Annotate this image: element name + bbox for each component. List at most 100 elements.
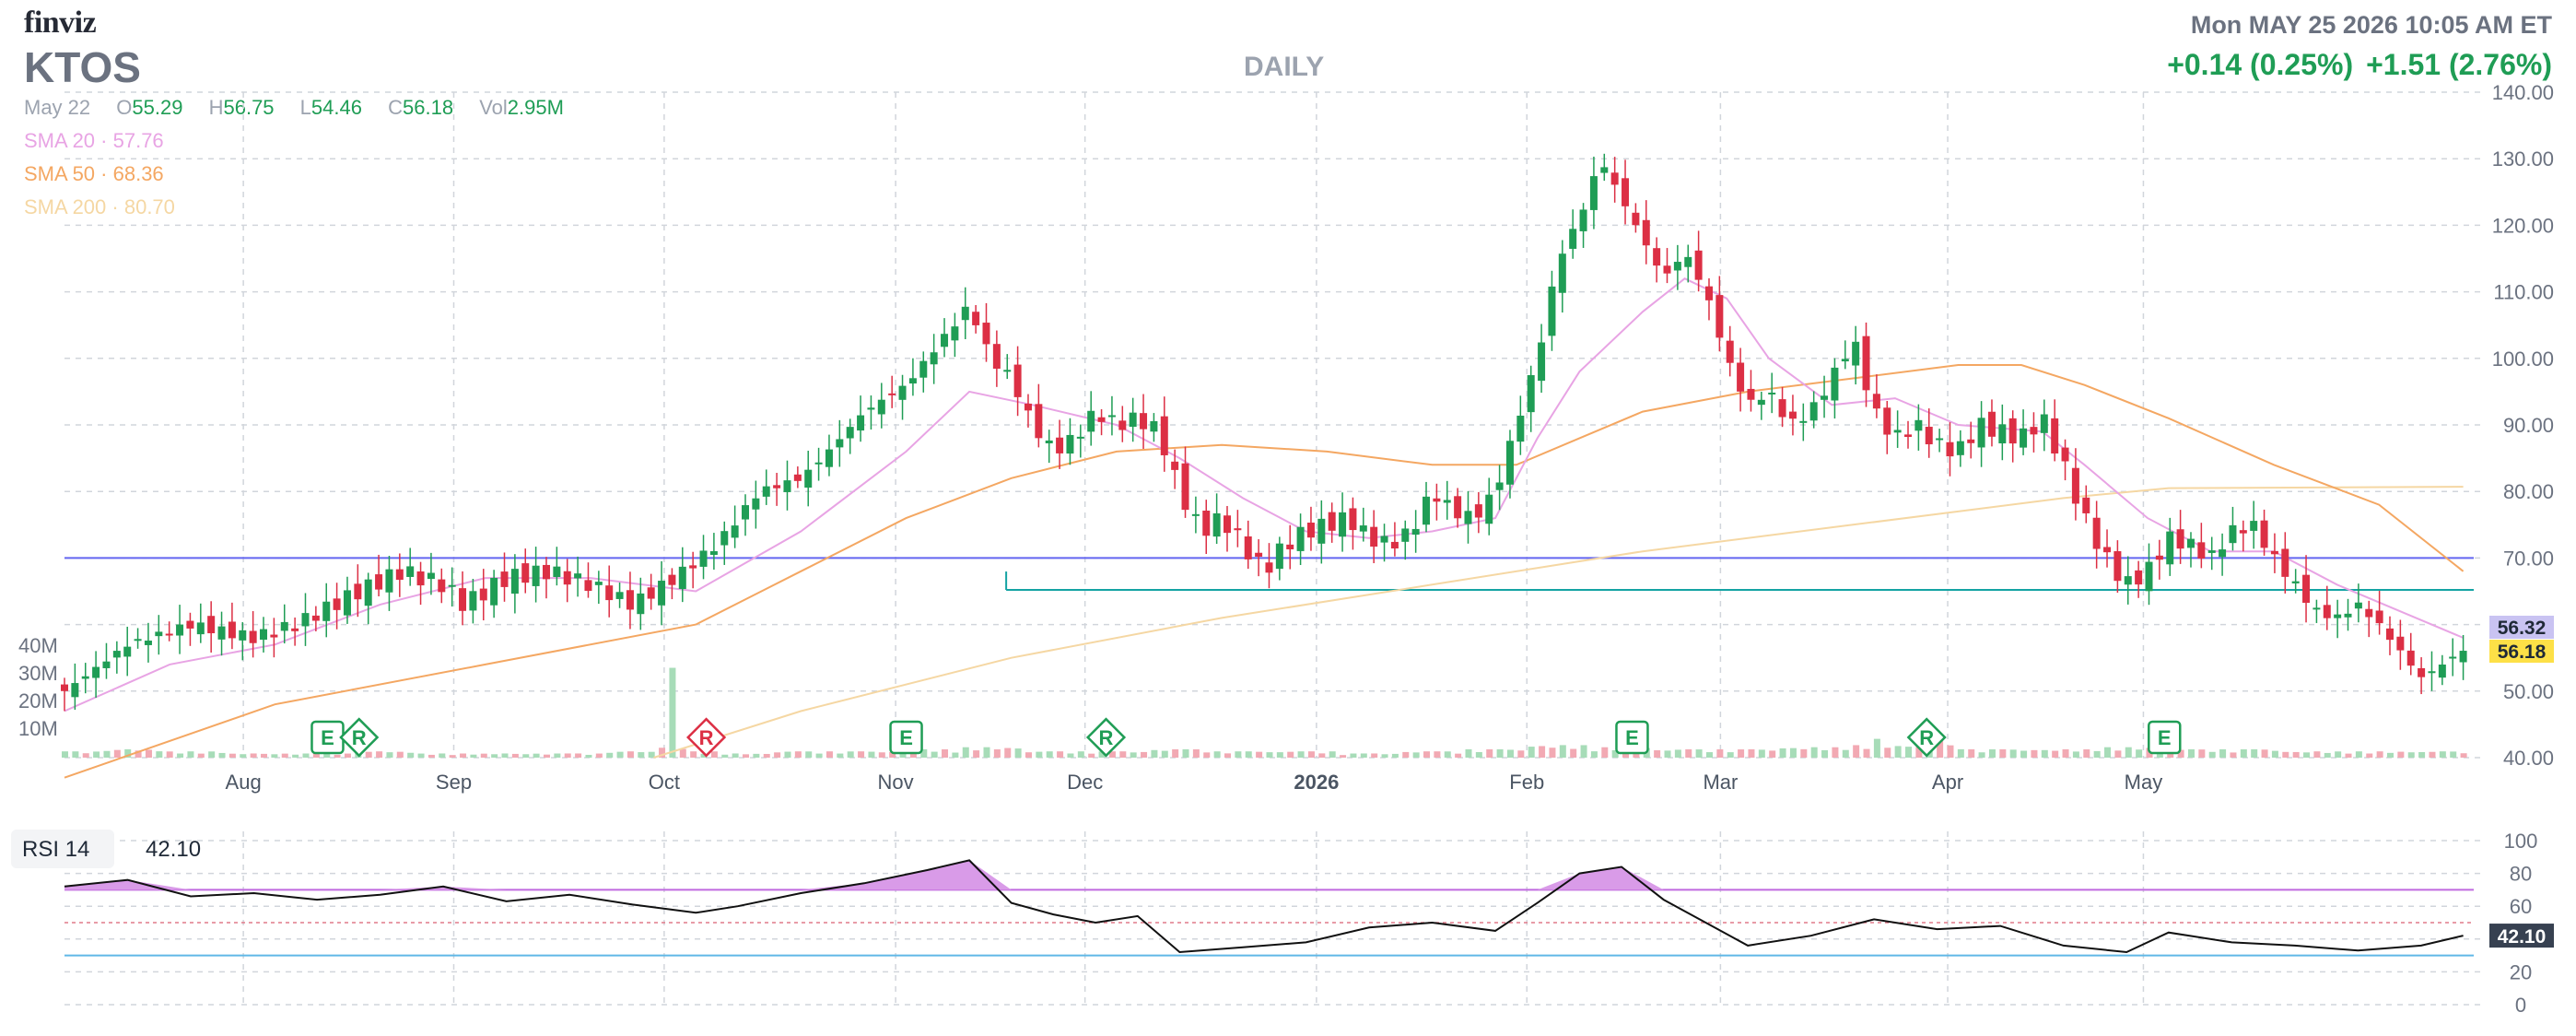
volume-bar bbox=[1172, 748, 1179, 758]
candle-up bbox=[1359, 525, 1367, 532]
volume-bar bbox=[1800, 748, 1808, 758]
candle-down bbox=[1328, 512, 1336, 531]
candle-up bbox=[1003, 370, 1012, 372]
volume-bar bbox=[815, 753, 823, 758]
volume-bar bbox=[344, 753, 351, 758]
volume-bar bbox=[626, 751, 634, 758]
volume-bar bbox=[2062, 748, 2069, 758]
x-tick-label: Oct bbox=[649, 771, 680, 794]
candle-up bbox=[1893, 430, 1902, 433]
sma20-legend[interactable]: SMA 20 · 57.76 bbox=[24, 129, 164, 152]
volume-bar bbox=[2240, 748, 2247, 758]
volume-bar bbox=[1748, 748, 1755, 758]
candle-down bbox=[1987, 411, 1996, 437]
volume-bar bbox=[700, 753, 708, 758]
candle-up bbox=[2291, 581, 2300, 583]
price-tick-label: 120.00 bbox=[2492, 214, 2554, 237]
volume-bar bbox=[2282, 751, 2289, 758]
candle-down bbox=[1925, 427, 1933, 445]
candle-up bbox=[1129, 412, 1137, 428]
candle-down bbox=[2135, 570, 2143, 585]
candle-down bbox=[2239, 530, 2247, 534]
candle-up bbox=[1045, 440, 1053, 443]
sma200-legend[interactable]: SMA 200 · 80.70 bbox=[24, 195, 175, 218]
candle-down bbox=[479, 588, 487, 601]
volume-bar bbox=[2093, 750, 2101, 758]
candle-down bbox=[1610, 172, 1619, 185]
volume-bar bbox=[543, 754, 550, 758]
price-changes: +0.14 (0.25%) +1.51 (2.76%) bbox=[2154, 48, 2552, 82]
rsi-overbought-fill bbox=[64, 860, 1664, 890]
volume-bar bbox=[522, 754, 530, 758]
volume-bar bbox=[721, 754, 729, 758]
x-tick-label: Aug bbox=[226, 771, 262, 794]
rating-marker-label: R bbox=[699, 726, 714, 749]
x-tick-label: 2026 bbox=[1294, 771, 1339, 794]
finviz-logo[interactable]: finviz bbox=[24, 6, 97, 40]
candle-up bbox=[112, 651, 121, 658]
candle-up bbox=[2250, 521, 2258, 531]
x-tick-label: Feb bbox=[1509, 771, 1544, 794]
candle-down bbox=[1370, 526, 1378, 547]
volume-bar bbox=[533, 753, 540, 758]
volume-bar bbox=[2104, 747, 2112, 758]
candle-down bbox=[2323, 605, 2331, 618]
rating-marker-label: R bbox=[352, 726, 367, 749]
price-tag-label: 56.18 bbox=[2498, 642, 2547, 663]
candle-down bbox=[2197, 542, 2206, 559]
volume-bar bbox=[1853, 745, 1860, 758]
candle-up bbox=[898, 385, 907, 400]
candle-up bbox=[836, 439, 844, 448]
candle-up bbox=[731, 525, 739, 538]
volume-bar bbox=[93, 751, 100, 758]
volume-bar bbox=[281, 753, 288, 758]
candle-up bbox=[678, 566, 686, 590]
x-tick-label: Dec bbox=[1067, 771, 1103, 794]
volume-bar bbox=[1381, 754, 1388, 758]
volume-tick-label: 30M bbox=[18, 662, 58, 685]
price-tick-label: 100.00 bbox=[2492, 347, 2554, 371]
volume-bar bbox=[1528, 747, 1535, 758]
candle-up bbox=[134, 639, 142, 642]
sma50-legend[interactable]: SMA 50 · 68.36 bbox=[24, 162, 164, 185]
candle-down bbox=[1454, 496, 1462, 519]
candle-up bbox=[2449, 656, 2457, 659]
volume-bar bbox=[208, 751, 216, 758]
volume-bar bbox=[1455, 753, 1462, 758]
earnings-marker-label: E bbox=[321, 726, 334, 749]
volume-bar bbox=[1758, 749, 1765, 758]
candle-down bbox=[1244, 536, 1252, 559]
rsi-tick-label: 80 bbox=[2510, 863, 2532, 886]
candle-up bbox=[92, 666, 100, 678]
candle-up bbox=[594, 582, 603, 585]
volume-bar bbox=[1559, 745, 1566, 758]
candle-down bbox=[1255, 552, 1263, 557]
rsi-label-box[interactable] bbox=[11, 830, 114, 868]
candle-up bbox=[2354, 602, 2362, 609]
volume-bar bbox=[1151, 749, 1158, 758]
volume-bar bbox=[1141, 751, 1148, 758]
candle-down bbox=[1883, 407, 1891, 435]
candle-down bbox=[2281, 548, 2289, 577]
candle-down bbox=[972, 312, 980, 325]
candle-down bbox=[1265, 562, 1273, 573]
volume-bar bbox=[1999, 748, 2007, 758]
candle-down bbox=[1035, 404, 1043, 439]
candle-down bbox=[1140, 413, 1148, 430]
candle-up bbox=[2219, 549, 2227, 558]
volume-tick-label: 20M bbox=[18, 689, 58, 712]
candle-down bbox=[395, 569, 404, 581]
volume-bar bbox=[1539, 746, 1546, 758]
earnings-marker-label: E bbox=[1625, 726, 1639, 749]
candle-down bbox=[542, 564, 550, 580]
volume-tick-label: 10M bbox=[18, 717, 58, 740]
candle-up bbox=[720, 531, 729, 546]
volume-bar bbox=[1318, 753, 1326, 758]
volume-bar bbox=[1905, 747, 1913, 758]
price-tick-label: 140.00 bbox=[2492, 81, 2554, 104]
volume-bar bbox=[240, 754, 247, 758]
candle-up bbox=[574, 573, 582, 579]
volume-bar bbox=[2083, 749, 2090, 758]
volume-bar bbox=[1506, 749, 1514, 758]
